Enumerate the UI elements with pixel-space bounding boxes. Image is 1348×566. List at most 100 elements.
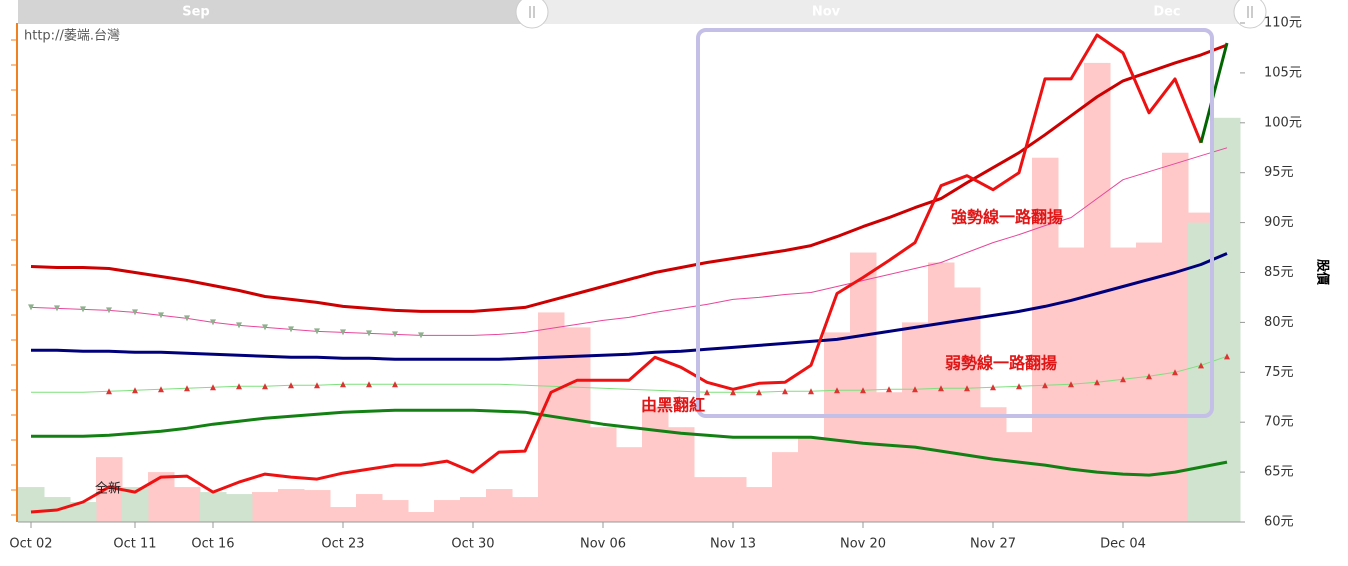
signal-marker <box>1120 376 1126 383</box>
area-column <box>1214 117 1241 522</box>
signal-marker <box>1198 362 1204 369</box>
signal-marker <box>392 381 398 388</box>
series-line <box>31 252 1228 361</box>
signal-marker <box>1068 381 1074 388</box>
navigator-label: Sep <box>182 5 210 20</box>
area-column <box>70 502 97 522</box>
y-tick-label: 80元 <box>1264 315 1294 330</box>
x-tick-label: Oct 11 <box>113 537 156 552</box>
area-column <box>642 407 669 522</box>
x-tick-label: Oct 02 <box>9 537 52 552</box>
signal-marker <box>366 381 372 388</box>
area-column <box>980 407 1007 522</box>
signal-marker <box>808 388 814 395</box>
area-column <box>798 437 825 522</box>
signal-marker <box>288 382 294 389</box>
navigator-label: Dec <box>1153 5 1180 20</box>
signal-marker <box>756 389 762 396</box>
plot <box>11 33 1241 523</box>
annotation: 由黑翻紅 <box>641 396 705 415</box>
signal-marker <box>210 384 216 391</box>
signal-marker <box>730 389 736 396</box>
y-tick-label: 110元 <box>1264 16 1302 31</box>
x-tick-label: Oct 16 <box>191 537 234 552</box>
highlight-box <box>696 28 1214 418</box>
signal-marker <box>314 328 320 335</box>
signal-marker <box>366 330 372 337</box>
area-column <box>512 497 539 522</box>
y-tick-label: 105元 <box>1264 65 1302 80</box>
signal-marker <box>80 306 86 313</box>
y-tick-label: 60元 <box>1264 515 1294 530</box>
y-tick-label: 70元 <box>1264 415 1294 430</box>
signal-marker <box>184 315 190 322</box>
navigator-track <box>532 0 1250 24</box>
area-column <box>590 427 617 522</box>
signal-marker <box>132 387 138 394</box>
area-column <box>226 494 253 522</box>
y-axis-title: 股價 <box>1315 259 1331 286</box>
signal-marker <box>132 309 138 316</box>
signal-marker <box>184 385 190 392</box>
signal-marker <box>782 388 788 395</box>
x-tick-label: Nov 13 <box>710 537 756 552</box>
area-column <box>200 492 227 522</box>
signal-marker <box>418 332 424 339</box>
y-tick-label: 95元 <box>1264 165 1294 180</box>
area-column <box>616 447 643 522</box>
series-line <box>30 33 1203 514</box>
area-column <box>876 392 903 522</box>
signal-marker <box>392 331 398 338</box>
x-tick-label: Dec 04 <box>1100 537 1146 552</box>
area-column <box>746 487 773 522</box>
area-column <box>954 287 981 522</box>
signal-marker <box>340 329 346 336</box>
area-column <box>1110 247 1137 523</box>
signal-marker <box>262 324 268 331</box>
series-line <box>30 147 1228 336</box>
y-tick-label: 65元 <box>1264 465 1294 480</box>
signal-marker <box>938 385 944 392</box>
annotation: 全新 <box>95 481 121 497</box>
signal-marker <box>158 312 164 319</box>
annotation: 強勢線一路翻揚 <box>951 208 1063 227</box>
x-tick-label: Oct 30 <box>451 537 494 552</box>
x-tick-label: Nov 27 <box>970 537 1016 552</box>
area-column <box>824 332 851 522</box>
area-column <box>720 477 747 522</box>
signal-marker <box>1094 379 1100 386</box>
signal-marker <box>834 387 840 394</box>
navigator-handle[interactable] <box>515 0 549 29</box>
area-column <box>434 500 461 522</box>
signal-marker <box>288 326 294 333</box>
area-column <box>668 427 695 522</box>
signal-marker <box>106 307 112 314</box>
signal-marker <box>990 384 996 391</box>
signal-marker <box>314 382 320 389</box>
area-column <box>148 472 175 522</box>
signal-marker <box>860 387 866 394</box>
series-line <box>31 355 1228 393</box>
signal-marker <box>1146 373 1152 380</box>
area-column <box>772 452 799 522</box>
navigator-handle[interactable] <box>1233 0 1267 29</box>
area-column <box>1162 152 1189 523</box>
x-tick-label: Nov 06 <box>580 537 626 552</box>
signal-marker <box>886 386 892 393</box>
area-column <box>18 487 45 522</box>
signal-marker <box>210 319 216 326</box>
area-column <box>486 489 513 522</box>
signal-marker <box>28 304 34 311</box>
signal-marker <box>158 386 164 393</box>
signal-marker <box>704 389 710 396</box>
series-line <box>31 408 1228 477</box>
area-column <box>382 500 409 522</box>
annotation: 弱勢線一路翻揚 <box>945 354 1057 373</box>
area-column <box>174 487 201 522</box>
signal-marker <box>1224 353 1230 360</box>
area-column <box>304 490 331 522</box>
navigator-selected <box>18 0 532 24</box>
area-column <box>850 252 877 523</box>
y-tick-label: 100元 <box>1264 115 1302 130</box>
